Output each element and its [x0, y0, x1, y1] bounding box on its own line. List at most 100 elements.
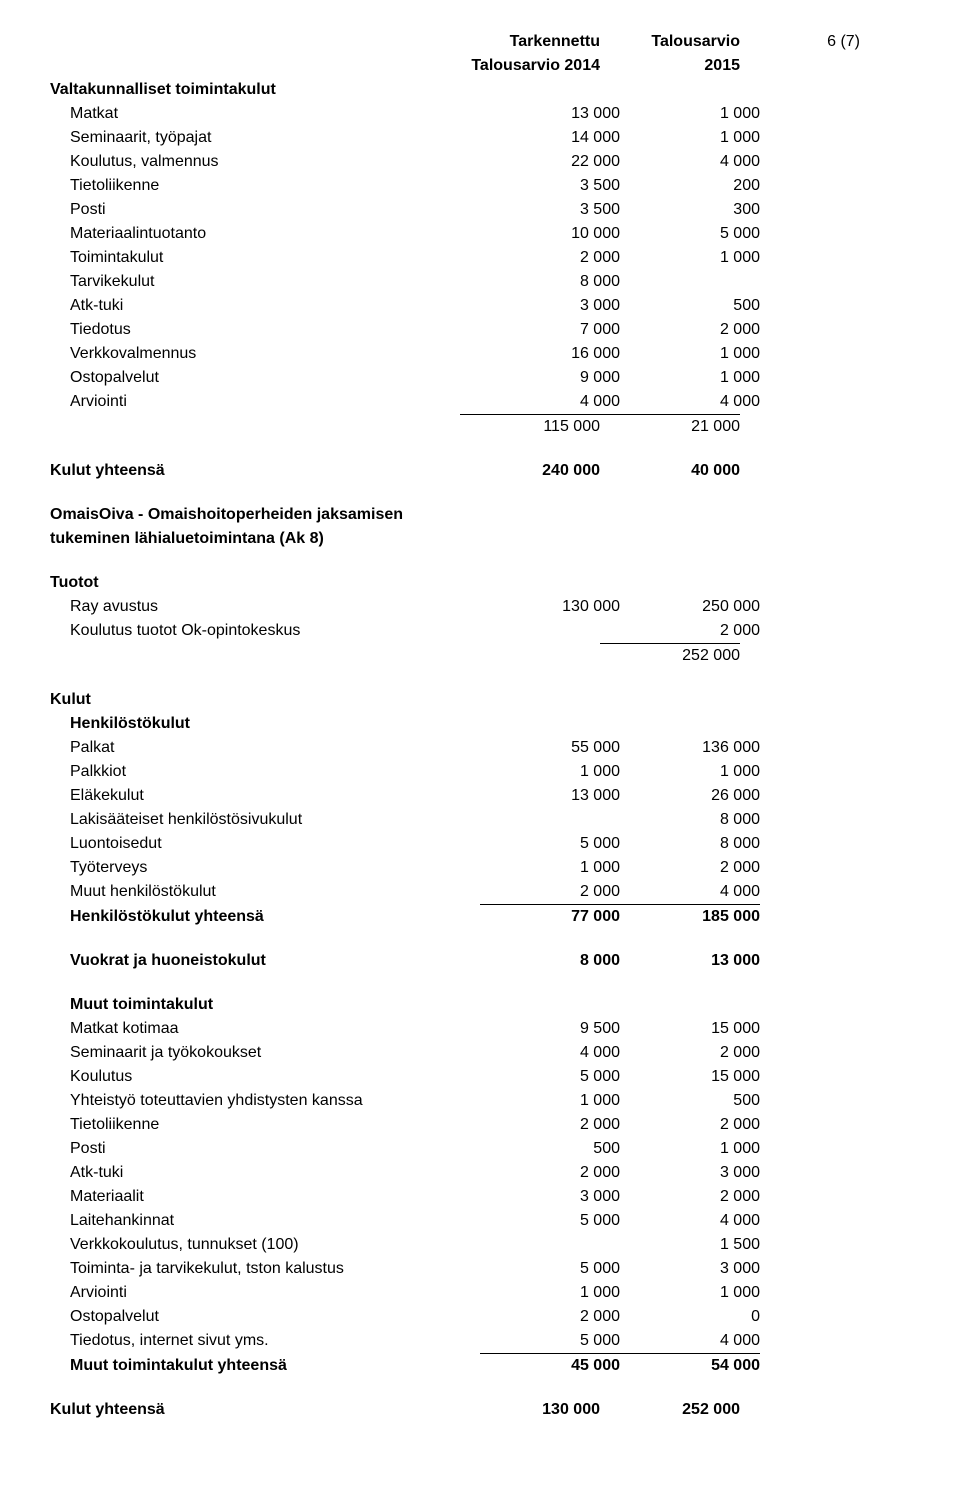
row-col1: 4 000	[480, 390, 620, 414]
row-col1: 3 000	[480, 294, 620, 318]
row-col2: 1 000	[620, 1137, 760, 1161]
row-label: Posti	[50, 1137, 480, 1161]
mt-rows: Matkat kotimaa9 50015 000Seminaarit ja t…	[50, 1017, 910, 1353]
header-row-1: Tarkennettu Talousarvio 6 (7)	[50, 30, 910, 54]
header-col1-line1: Tarkennettu	[460, 30, 600, 54]
row-col2: 200	[620, 174, 760, 198]
row-label: Palkkiot	[50, 760, 480, 784]
table-row: Toiminta- ja tarvikekulut, tston kalustu…	[50, 1257, 910, 1281]
grand-total-c2: 252 000	[600, 1398, 740, 1422]
tuotot-subtotal-c2: 252 000	[600, 643, 740, 668]
row-col2: 0	[620, 1305, 760, 1329]
row-col1: 5 000	[480, 832, 620, 856]
table-row: Toimintakulut2 0001 000	[50, 246, 910, 270]
table-row: Työterveys1 0002 000	[50, 856, 910, 880]
hk-title: Henkilöstökulut	[50, 712, 480, 736]
row-label: Ray avustus	[50, 595, 480, 619]
mt-total-c2: 54 000	[620, 1353, 760, 1378]
table-row: Materiaalintuotanto10 0005 000	[50, 222, 910, 246]
table-row: Palkat55 000136 000	[50, 736, 910, 760]
row-label: Materiaalit	[50, 1185, 480, 1209]
section2-title-1: OmaisOiva - Omaishoitoperheiden jaksamis…	[50, 503, 910, 527]
row-col2: 300	[620, 198, 760, 222]
row-col1: 9 000	[480, 366, 620, 390]
row-col1: 3 000	[480, 1185, 620, 1209]
table-row: Verkkokoulutus, tunnukset (100)1 500	[50, 1233, 910, 1257]
row-col2: 250 000	[620, 595, 760, 619]
tuotot-subtotal: 252 000	[50, 643, 910, 668]
table-row: Koulutus tuotot Ok-opintokeskus2 000	[50, 619, 910, 643]
row-label: Verkkovalmennus	[50, 342, 480, 366]
vuokrat-row: Vuokrat ja huoneistokulut 8 000 13 000	[50, 949, 910, 973]
grand-total: Kulut yhteensä 130 000 252 000	[50, 1398, 910, 1422]
row-col2: 4 000	[620, 150, 760, 174]
row-label: Toimintakulut	[50, 246, 480, 270]
table-row: Ray avustus130 000250 000	[50, 595, 910, 619]
header-col2-line2: 2015	[600, 54, 740, 78]
section1-total: Kulut yhteensä 240 000 40 000	[50, 459, 910, 483]
kulut-title: Kulut	[50, 688, 460, 712]
row-label: Posti	[50, 198, 480, 222]
tuotot-rows: Ray avustus130 000250 000Koulutus tuotot…	[50, 595, 910, 643]
kulut-title-row: Kulut	[50, 688, 910, 712]
row-label: Matkat	[50, 102, 480, 126]
table-row: Seminaarit ja työkokoukset4 0002 000	[50, 1041, 910, 1065]
row-col1: 55 000	[480, 736, 620, 760]
mt-total: Muut toimintakulut yhteensä 45 000 54 00…	[50, 1353, 910, 1378]
table-row: Koulutus5 00015 000	[50, 1065, 910, 1089]
row-col2: 136 000	[620, 736, 760, 760]
header-col2-line1: Talousarvio	[600, 30, 740, 54]
row-col1: 5 000	[480, 1257, 620, 1281]
section1-total-label: Kulut yhteensä	[50, 459, 460, 483]
mt-title: Muut toimintakulut	[50, 993, 480, 1017]
row-col2: 1 000	[620, 760, 760, 784]
section1-subtotal-c1: 115 000	[460, 414, 600, 439]
row-label: Seminaarit, työpajat	[50, 126, 480, 150]
row-col1: 1 000	[480, 1089, 620, 1113]
section1-subtotal-c2: 21 000	[600, 414, 740, 439]
row-label: Ostopalvelut	[50, 1305, 480, 1329]
row-label: Atk-tuki	[50, 1161, 480, 1185]
row-col1: 130 000	[480, 595, 620, 619]
table-row: Posti3 500300	[50, 198, 910, 222]
table-row: Tiedotus7 0002 000	[50, 318, 910, 342]
hk-total-c1: 77 000	[480, 904, 620, 929]
row-col2: 1 000	[620, 102, 760, 126]
row-col1: 5 000	[480, 1065, 620, 1089]
row-label: Tietoliikenne	[50, 174, 480, 198]
section1-rows: Matkat13 0001 000Seminaarit, työpajat14 …	[50, 102, 910, 414]
row-label: Laitehankinnat	[50, 1209, 480, 1233]
row-col1: 14 000	[480, 126, 620, 150]
section1-total-c1: 240 000	[460, 459, 600, 483]
row-col2: 3 000	[620, 1161, 760, 1185]
row-col1: 2 000	[480, 880, 620, 904]
vuokrat-c1: 8 000	[480, 949, 620, 973]
page-number: 6 (7)	[740, 30, 860, 54]
row-col2: 2 000	[620, 1113, 760, 1137]
row-col1: 2 000	[480, 1113, 620, 1137]
table-row: Laitehankinnat5 0004 000	[50, 1209, 910, 1233]
row-label: Lakisääteiset henkilöstösivukulut	[50, 808, 480, 832]
row-label: Tietoliikenne	[50, 1113, 480, 1137]
row-col1: 22 000	[480, 150, 620, 174]
table-row: Seminaarit, työpajat14 0001 000	[50, 126, 910, 150]
table-row: Verkkovalmennus16 0001 000	[50, 342, 910, 366]
hk-total: Henkilöstökulut yhteensä 77 000 185 000	[50, 904, 910, 929]
tuotot-title: Tuotot	[50, 571, 460, 595]
hk-title-row: Henkilöstökulut	[50, 712, 910, 736]
row-col2: 4 000	[620, 880, 760, 904]
row-col2: 5 000	[620, 222, 760, 246]
row-label: Toiminta- ja tarvikekulut, tston kalustu…	[50, 1257, 480, 1281]
table-row: Eläkekulut13 00026 000	[50, 784, 910, 808]
row-col1: 500	[480, 1137, 620, 1161]
row-label: Seminaarit ja työkokoukset	[50, 1041, 480, 1065]
row-col2: 2 000	[620, 318, 760, 342]
row-col2: 1 500	[620, 1233, 760, 1257]
row-col2: 15 000	[620, 1065, 760, 1089]
row-col1: 1 000	[480, 856, 620, 880]
row-col2: 3 000	[620, 1257, 760, 1281]
row-col1: 16 000	[480, 342, 620, 366]
row-col2: 2 000	[620, 1041, 760, 1065]
row-col2: 1 000	[620, 246, 760, 270]
row-label: Muut henkilöstökulut	[50, 880, 480, 904]
